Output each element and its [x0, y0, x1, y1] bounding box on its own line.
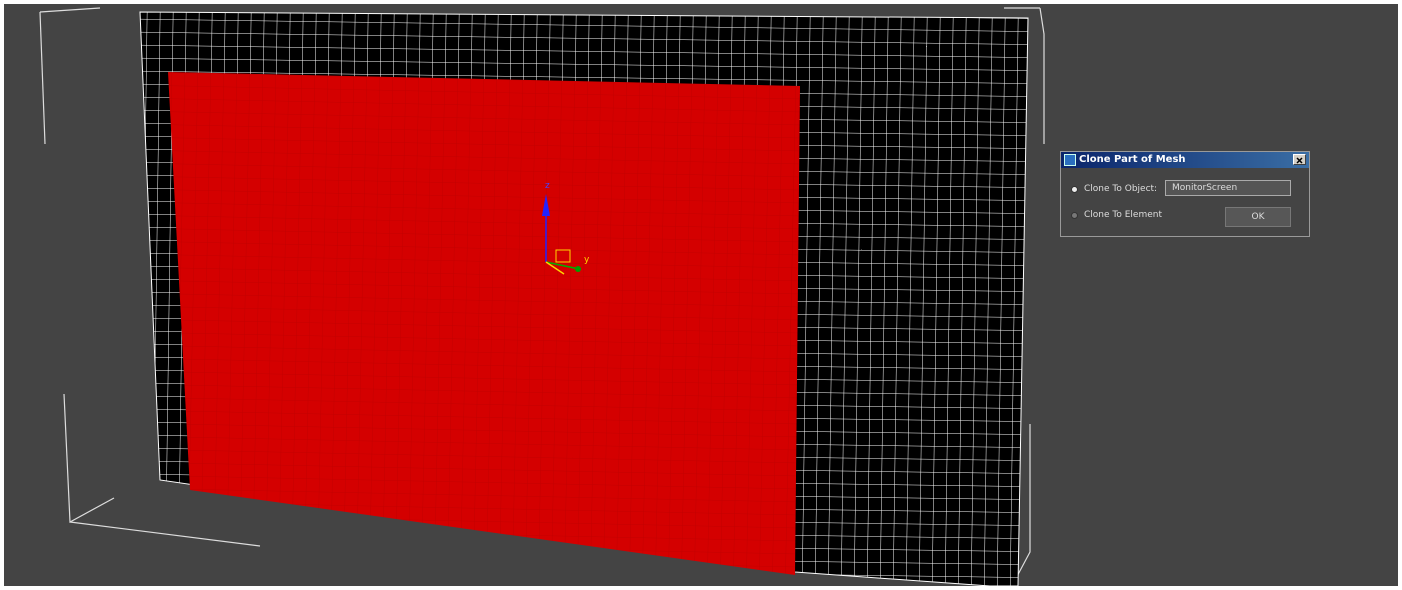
viewport[interactable]: z y: [4, 4, 1398, 586]
y-label: y: [584, 255, 590, 265]
name-field[interactable]: MonitorScreen: [1165, 180, 1291, 196]
option-label: Clone To Element: [1084, 210, 1162, 220]
dialog-title: Clone Part of Mesh: [1079, 154, 1186, 165]
close-button[interactable]: [1293, 154, 1306, 165]
option-row[interactable]: Clone To Object:: [1071, 184, 1157, 194]
option-row[interactable]: Clone To Element: [1071, 210, 1162, 220]
bounding-box: [39, 7, 1045, 583]
ok-button[interactable]: OK: [1225, 207, 1291, 227]
close-icon: [1296, 157, 1303, 164]
title-icon: [1064, 154, 1076, 166]
selected-face: [168, 72, 800, 575]
title-bar: Clone Part of Mesh: [1061, 152, 1309, 168]
gizmo: z y: [542, 181, 590, 275]
radio[interactable]: [1071, 211, 1078, 219]
radio[interactable]: [1071, 185, 1078, 193]
dialog: Clone Part of Mesh Clone To Object: Moni…: [1060, 151, 1310, 237]
scene: z y: [39, 7, 1045, 586]
z-label: z: [545, 181, 550, 191]
option-label: Clone To Object:: [1084, 184, 1158, 194]
